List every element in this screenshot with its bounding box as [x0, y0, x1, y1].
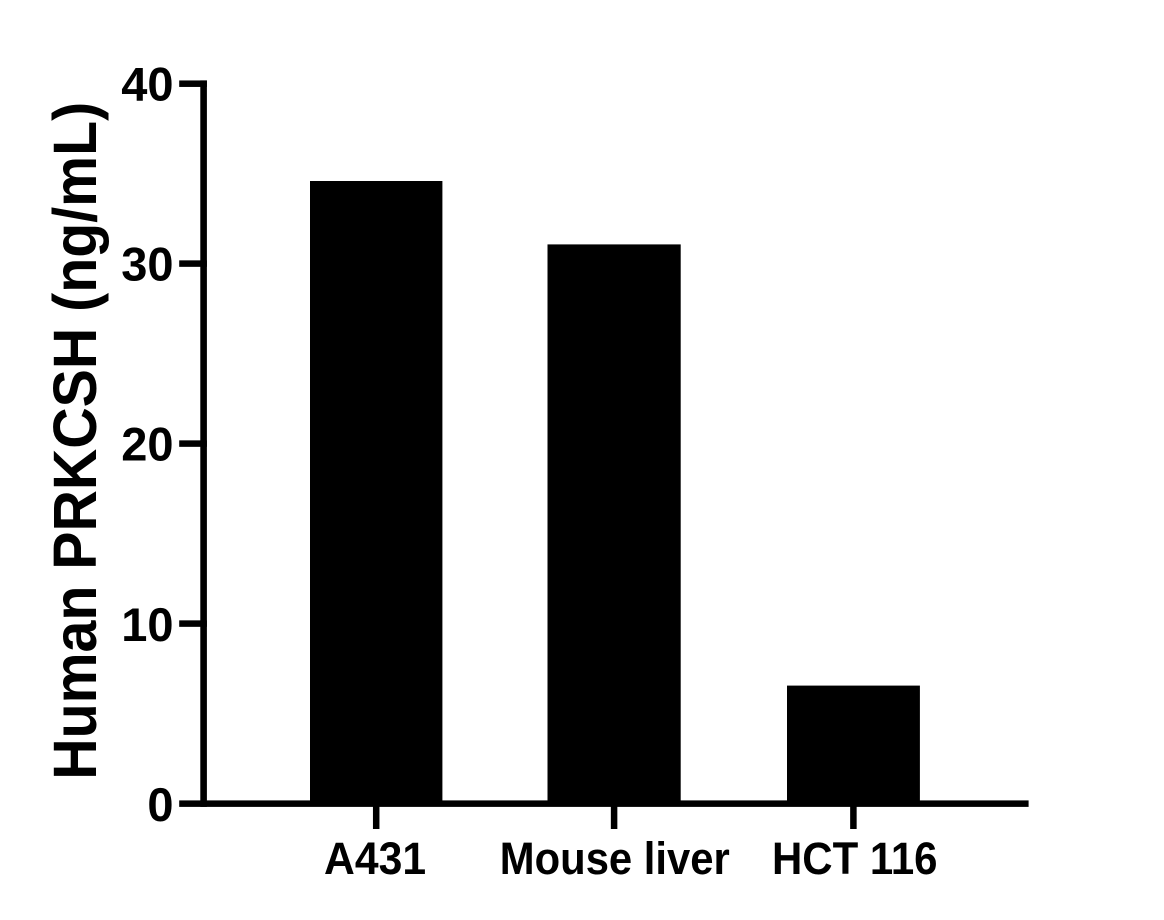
svg-text:A431: A431: [324, 833, 426, 884]
svg-text:0: 0: [147, 778, 173, 831]
svg-text:20: 20: [121, 418, 173, 471]
svg-text:10: 10: [121, 598, 173, 651]
svg-text:40: 40: [121, 57, 173, 110]
svg-text:Mouse liver: Mouse liver: [500, 833, 730, 884]
svg-text:HCT 116: HCT 116: [772, 833, 938, 884]
svg-text:30: 30: [121, 238, 173, 291]
svg-text:Human PRKCSH (ng/mL): Human PRKCSH (ng/mL): [41, 102, 109, 780]
